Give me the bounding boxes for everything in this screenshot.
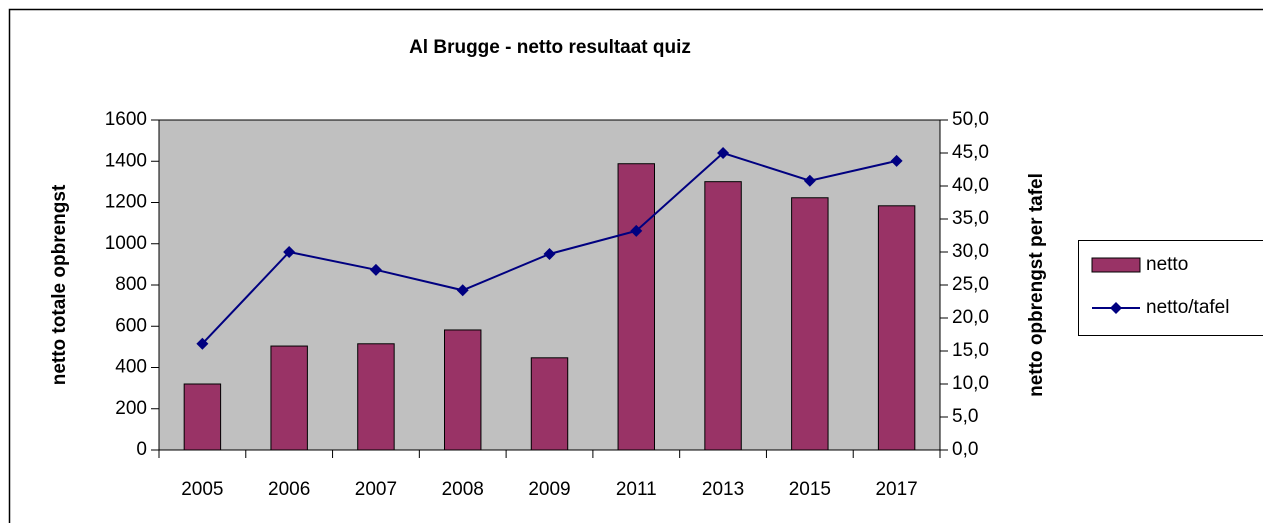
legend-label: netto (1146, 254, 1188, 275)
y-tick-label: 1400 (105, 150, 147, 171)
y-tick-label: 1000 (105, 233, 147, 254)
y2-tick-label: 0,0 (952, 439, 978, 460)
bar (617, 163, 656, 451)
bar (704, 181, 742, 451)
y2-tick-label: 50,0 (952, 109, 989, 130)
x-tick-label: 2007 (355, 479, 397, 500)
chart-title: Al Brugge - netto resultaat quiz (409, 37, 691, 58)
y-tick-label: 0 (136, 439, 147, 460)
x-tick-label: 2013 (702, 479, 744, 500)
marker (369, 263, 382, 276)
x-tick-label: 2008 (442, 479, 484, 500)
marker (890, 154, 903, 167)
x-tick-label: 2006 (268, 479, 310, 500)
bar (791, 197, 829, 451)
y-axis-title: netto totale opbrengst (49, 184, 70, 385)
marker (456, 284, 469, 297)
x-tick-label: 2017 (875, 479, 917, 500)
y-tick-label: 800 (115, 274, 147, 295)
legend-swatch (1091, 257, 1141, 273)
x-tick-label: 2009 (528, 479, 570, 500)
x-tick-label: 2011 (616, 479, 657, 500)
y2-tick-label: 5,0 (952, 406, 978, 427)
y-tick-label: 200 (115, 398, 147, 419)
y-tick-label: 600 (115, 315, 147, 336)
legend-label: netto/tafel (1146, 297, 1229, 318)
y-tick-label: 1600 (105, 109, 147, 130)
marker (717, 147, 730, 159)
y2-axis-title: netto opbrengst per tafel (1026, 173, 1047, 397)
bar (877, 205, 916, 451)
y2-tick-label: 10,0 (952, 373, 989, 394)
legend-box (1078, 240, 1263, 336)
y2-tick-label: 40,0 (952, 175, 989, 196)
y-tick-label: 1200 (105, 192, 147, 213)
bar (270, 345, 308, 451)
marker (543, 247, 556, 260)
y2-tick-label: 20,0 (952, 307, 989, 328)
y2-tick-label: 30,0 (952, 241, 989, 262)
y2-tick-label: 35,0 (952, 208, 989, 229)
marker (283, 246, 296, 258)
marker (196, 337, 209, 350)
bar (530, 357, 569, 451)
marker (803, 174, 816, 187)
y2-tick-label: 15,0 (952, 340, 989, 361)
y2-tick-label: 45,0 (952, 142, 989, 163)
bar (183, 383, 222, 451)
bar (357, 343, 395, 451)
x-tick-label: 2005 (181, 479, 223, 500)
y-tick-label: 400 (115, 357, 147, 378)
marker (630, 224, 643, 237)
x-tick-label: 2015 (789, 479, 831, 500)
y2-tick-label: 25,0 (952, 274, 989, 295)
legend-marker (1110, 302, 1122, 314)
bar (443, 329, 482, 451)
